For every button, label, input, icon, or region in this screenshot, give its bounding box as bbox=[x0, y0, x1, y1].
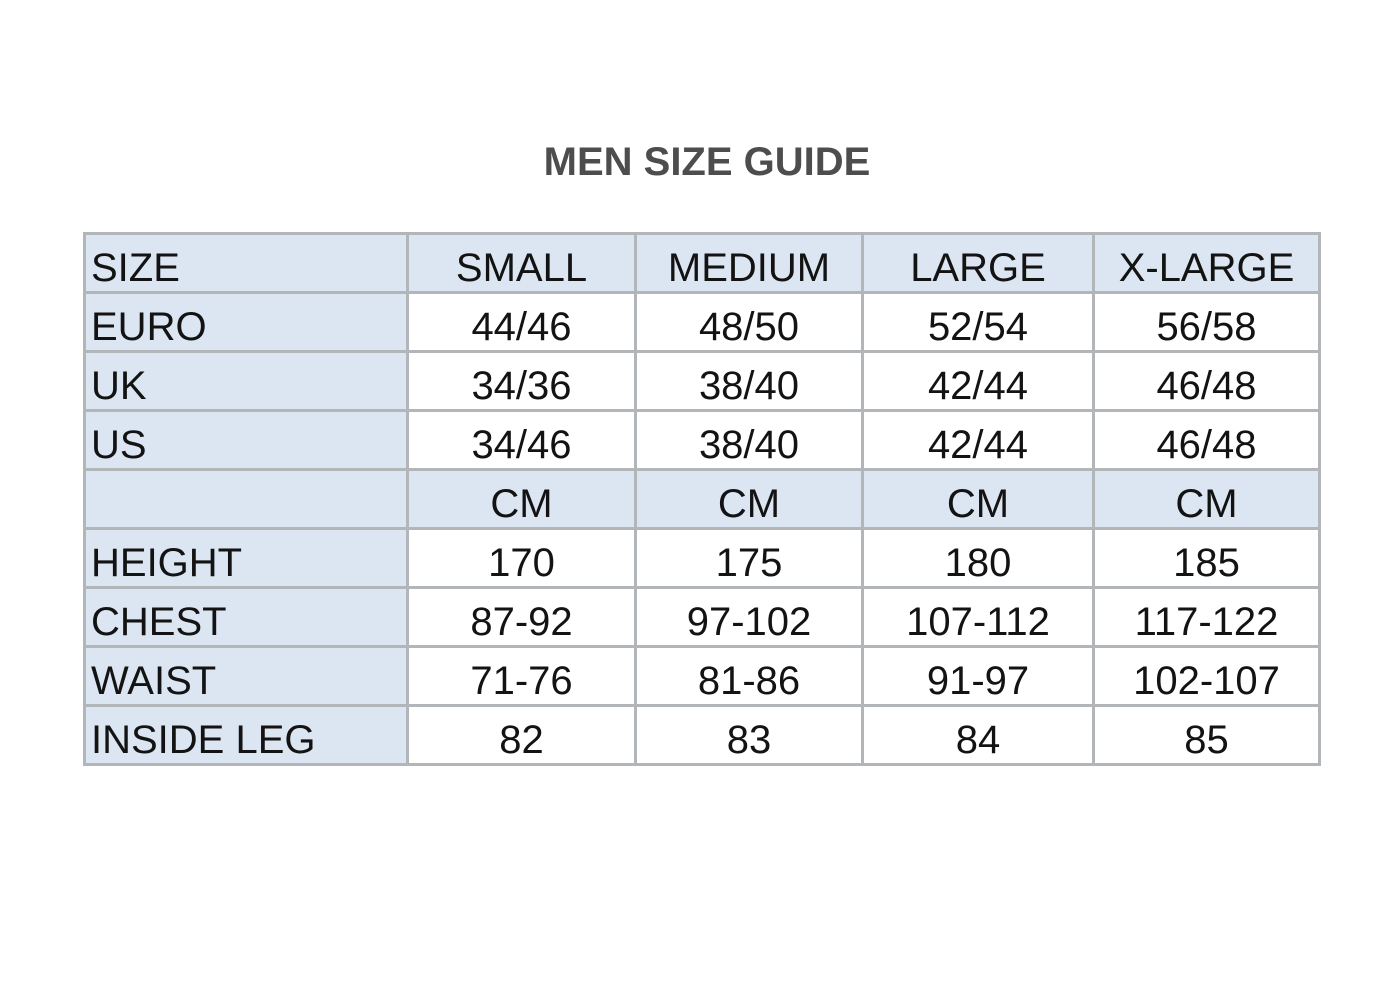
value-cell: 44/46 bbox=[406, 291, 637, 353]
value-cell: 38/40 bbox=[634, 409, 864, 471]
value-cell: 84 bbox=[861, 704, 1095, 766]
value-cell: 91-97 bbox=[861, 645, 1095, 707]
value-cell: 42/44 bbox=[861, 350, 1095, 412]
value-cell: 48/50 bbox=[634, 291, 864, 353]
value-cell: 97-102 bbox=[634, 586, 864, 648]
value-cell: 56/58 bbox=[1092, 291, 1321, 353]
table-row-height: HEIGHT 170 175 180 185 bbox=[83, 527, 1321, 589]
row-label-uk: UK bbox=[83, 350, 409, 412]
row-label-inside-leg: INSIDE LEG bbox=[83, 704, 409, 766]
unit-cell: CM bbox=[861, 468, 1095, 530]
table-row-uk: UK 34/36 38/40 42/44 46/48 bbox=[83, 350, 1321, 412]
value-cell: 102-107 bbox=[1092, 645, 1321, 707]
value-cell: 175 bbox=[634, 527, 864, 589]
table-row-euro: EURO 44/46 48/50 52/54 56/58 bbox=[83, 291, 1321, 353]
value-cell: 170 bbox=[406, 527, 637, 589]
size-guide-table: SIZE SMALL MEDIUM LARGE X-LARGE EURO 44/… bbox=[83, 232, 1321, 766]
unit-cell: CM bbox=[406, 468, 637, 530]
header-row: SIZE SMALL MEDIUM LARGE X-LARGE bbox=[83, 232, 1321, 294]
table-row-inside-leg: INSIDE LEG 82 83 84 85 bbox=[83, 704, 1321, 766]
header-cell-medium: MEDIUM bbox=[634, 232, 864, 294]
row-label-chest: CHEST bbox=[83, 586, 409, 648]
value-cell: 87-92 bbox=[406, 586, 637, 648]
row-label-us: US bbox=[83, 409, 409, 471]
row-label-euro: EURO bbox=[83, 291, 409, 353]
value-cell: 81-86 bbox=[634, 645, 864, 707]
header-cell-large: LARGE bbox=[861, 232, 1095, 294]
unit-cell: CM bbox=[1092, 468, 1321, 530]
header-cell-small: SMALL bbox=[406, 232, 637, 294]
value-cell: 38/40 bbox=[634, 350, 864, 412]
row-label-waist: WAIST bbox=[83, 645, 409, 707]
value-cell: 107-112 bbox=[861, 586, 1095, 648]
table-row-waist: WAIST 71-76 81-86 91-97 102-107 bbox=[83, 645, 1321, 707]
value-cell: 34/36 bbox=[406, 350, 637, 412]
row-label-empty bbox=[83, 468, 409, 530]
page-title: MEN SIZE GUIDE bbox=[543, 140, 871, 184]
unit-cell: CM bbox=[634, 468, 864, 530]
value-cell: 46/48 bbox=[1092, 350, 1321, 412]
table-row-chest: CHEST 87-92 97-102 107-112 117-122 bbox=[83, 586, 1321, 648]
value-cell: 85 bbox=[1092, 704, 1321, 766]
value-cell: 180 bbox=[861, 527, 1095, 589]
header-cell-x-large: X-LARGE bbox=[1092, 232, 1321, 294]
value-cell: 46/48 bbox=[1092, 409, 1321, 471]
value-cell: 52/54 bbox=[861, 291, 1095, 353]
header-cell-size: SIZE bbox=[83, 232, 409, 294]
value-cell: 117-122 bbox=[1092, 586, 1321, 648]
table-row-cm-units: CM CM CM CM bbox=[83, 468, 1321, 530]
value-cell: 71-76 bbox=[406, 645, 637, 707]
row-label-height: HEIGHT bbox=[83, 527, 409, 589]
value-cell: 185 bbox=[1092, 527, 1321, 589]
table-row-us: US 34/46 38/40 42/44 46/48 bbox=[83, 409, 1321, 471]
value-cell: 83 bbox=[634, 704, 864, 766]
value-cell: 34/46 bbox=[406, 409, 637, 471]
value-cell: 42/44 bbox=[861, 409, 1095, 471]
value-cell: 82 bbox=[406, 704, 637, 766]
